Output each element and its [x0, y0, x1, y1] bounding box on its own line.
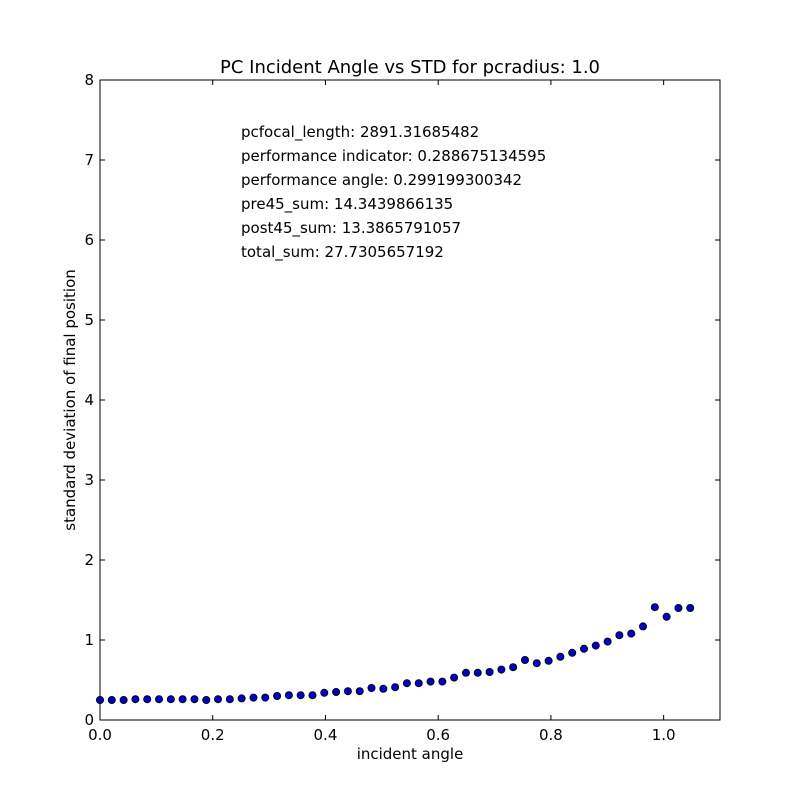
data-point	[96, 696, 105, 705]
data-point	[509, 663, 518, 672]
data-point	[166, 695, 175, 704]
data-point	[461, 668, 470, 677]
x-tick-label: 1.0	[652, 726, 676, 744]
data-point	[615, 631, 624, 640]
y-tick-label: 6	[84, 231, 94, 249]
data-point	[544, 656, 553, 665]
x-tick-label: 0.2	[201, 726, 225, 744]
data-point	[686, 604, 695, 613]
x-tick-label: 0.8	[539, 726, 563, 744]
data-point	[308, 691, 317, 700]
data-point	[520, 656, 529, 665]
data-point	[355, 687, 364, 696]
axis-ticks: 0.0 0.2 0.4 0.6 0.8 1.0 0 1 2 3 4 5 6 7 8	[84, 71, 720, 744]
data-point	[249, 693, 258, 702]
y-tick-label: 5	[84, 311, 94, 329]
data-point	[284, 691, 293, 700]
data-point	[639, 622, 648, 631]
data-point	[178, 695, 187, 704]
y-tick-label: 2	[84, 551, 94, 569]
data-point	[190, 695, 199, 704]
y-tick-label: 3	[84, 471, 94, 489]
data-point	[497, 665, 506, 674]
annotation-line: performance angle: 0.299199300342	[241, 171, 522, 189]
y-tick-label: 8	[84, 71, 94, 89]
data-point	[473, 668, 482, 677]
x-tick-label: 0.0	[88, 726, 112, 744]
annotation-line: pre45_sum: 14.3439866135	[241, 195, 453, 214]
data-point	[332, 688, 341, 697]
data-point	[603, 637, 612, 646]
y-tick-label: 4	[84, 391, 94, 409]
data-point	[237, 694, 246, 703]
data-point	[379, 684, 388, 693]
data-point	[273, 692, 282, 701]
data-point	[296, 691, 305, 700]
data-point	[261, 693, 270, 702]
x-tick-label: 0.6	[426, 726, 450, 744]
y-axis-label: standard deviation of final position	[61, 269, 79, 531]
data-point	[485, 668, 494, 677]
data-point	[674, 604, 683, 613]
data-point	[662, 612, 671, 621]
x-axis-label: incident angle	[357, 745, 464, 763]
data-point	[107, 696, 116, 705]
data-point	[225, 695, 234, 704]
plot-area	[99, 79, 721, 721]
data-point	[320, 688, 329, 697]
data-point	[143, 695, 152, 704]
x-tick-label: 0.4	[314, 726, 338, 744]
y-tick-label: 7	[84, 151, 94, 169]
y-tick-label: 1	[84, 631, 94, 649]
data-point	[367, 684, 376, 693]
data-point	[591, 641, 600, 650]
data-point	[556, 652, 565, 661]
annotation-line: total_sum: 27.7305657192	[241, 243, 444, 262]
data-point	[119, 696, 128, 705]
data-point	[202, 696, 211, 705]
data-point	[343, 687, 352, 696]
data-point	[131, 695, 140, 704]
data-points	[96, 603, 695, 705]
annotation-line: performance indicator: 0.288675134595	[241, 147, 546, 165]
data-point	[155, 695, 164, 704]
data-point	[414, 679, 423, 688]
data-point	[650, 603, 659, 612]
data-point	[568, 648, 577, 657]
annotation-line: post45_sum: 13.3865791057	[241, 219, 461, 238]
data-point	[426, 677, 435, 686]
data-point	[450, 673, 459, 682]
annotation-block: pcfocal_length: 2891.31685482 performance…	[241, 123, 546, 262]
annotation-line: pcfocal_length: 2891.31685482	[241, 123, 479, 142]
data-point	[532, 659, 541, 668]
chart-title: PC Incident Angle vs STD for pcradius: 1…	[220, 57, 600, 78]
y-tick-label: 0	[84, 711, 94, 729]
data-point	[214, 695, 223, 704]
data-point	[579, 644, 588, 653]
data-point	[438, 677, 447, 686]
data-point	[402, 679, 411, 688]
data-point	[627, 629, 636, 638]
data-point	[391, 683, 400, 692]
